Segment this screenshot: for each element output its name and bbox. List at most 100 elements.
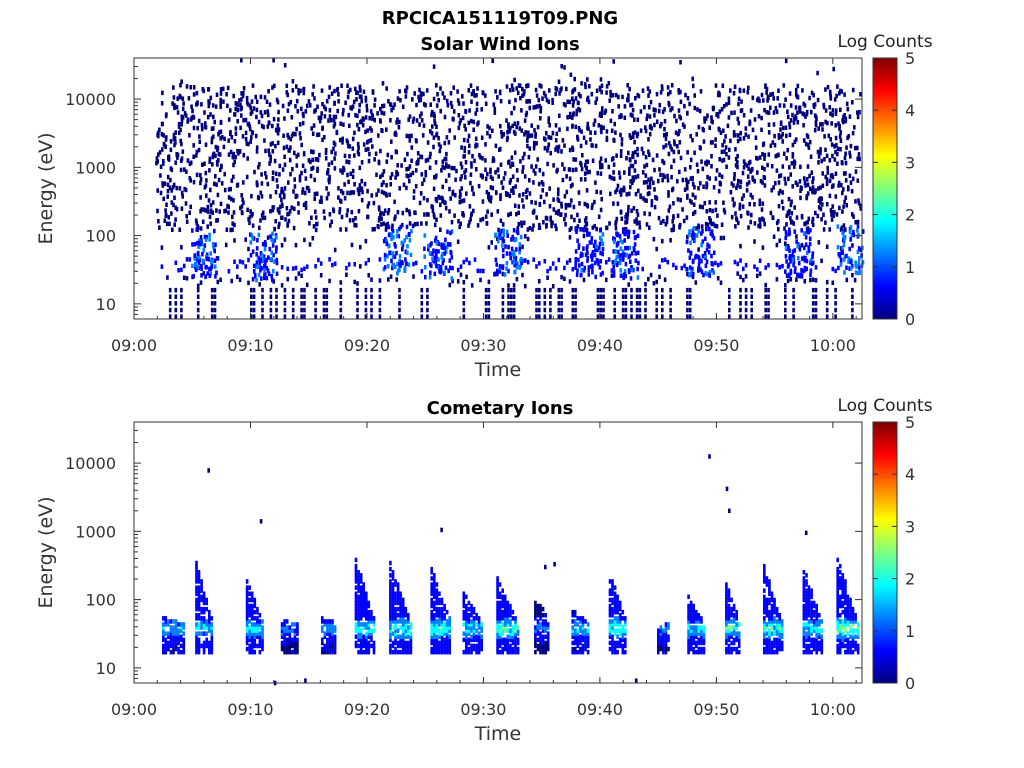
heatmap-cell — [351, 168, 355, 174]
heatmap-cell — [443, 625, 446, 630]
heatmap-cell — [365, 637, 368, 643]
heatmap-cell — [826, 170, 830, 175]
heatmap-cell — [378, 314, 382, 319]
heatmap-cell — [526, 138, 529, 143]
heatmap-cell — [261, 643, 264, 649]
heatmap-cell — [182, 101, 185, 106]
heatmap-cell — [272, 58, 275, 63]
heatmap-cell — [728, 314, 731, 319]
heatmap-cell — [549, 135, 553, 141]
heatmap-cell — [410, 133, 413, 139]
heatmap-cell — [430, 241, 433, 246]
heatmap-cell — [216, 192, 220, 198]
heatmap-cell — [789, 118, 793, 123]
heatmap-cell — [679, 115, 683, 121]
heatmap-cell — [788, 121, 791, 126]
heatmap-cell — [836, 245, 840, 250]
heatmap-cell — [667, 151, 671, 157]
colorbar-tick-label: 3 — [905, 153, 915, 172]
heatmap-cell — [533, 128, 536, 133]
heatmap-cell — [179, 643, 183, 649]
heatmap-cell — [402, 182, 406, 188]
heatmap-cell — [293, 637, 297, 643]
heatmap-cell — [621, 294, 625, 299]
heatmap-cell — [806, 229, 809, 235]
heatmap-cell — [390, 258, 393, 264]
heatmap-cell — [601, 106, 604, 111]
heatmap-cell — [758, 217, 761, 222]
heatmap-cell — [558, 127, 561, 132]
heatmap-cell — [364, 294, 368, 299]
heatmap-cell — [288, 634, 292, 639]
heatmap-cell — [200, 625, 203, 630]
heatmap-cell — [192, 143, 195, 148]
heatmap-cell — [438, 195, 442, 201]
heatmap-cell — [280, 640, 284, 646]
heatmap-cell — [250, 307, 253, 313]
heatmap-cell — [433, 622, 436, 627]
heatmap-cell — [168, 314, 172, 319]
heatmap-cell — [488, 125, 491, 131]
heatmap-cell — [566, 126, 569, 132]
heatmap-cell — [288, 148, 291, 153]
heatmap-cell — [162, 161, 165, 166]
heatmap-cell — [757, 223, 760, 229]
heatmap-cell — [367, 603, 371, 609]
heatmap-cell — [462, 198, 466, 203]
heatmap-cell — [496, 209, 500, 214]
heatmap-cell — [714, 137, 717, 142]
heatmap-cell — [636, 275, 640, 280]
heatmap-cell — [427, 243, 430, 249]
heatmap-cell — [156, 208, 159, 214]
heatmap-cell — [300, 294, 303, 299]
heatmap-cell — [362, 622, 365, 627]
heatmap-cell — [314, 108, 317, 113]
heatmap-cell — [426, 307, 429, 313]
heatmap-cell — [287, 135, 290, 140]
heatmap-cell — [753, 179, 756, 184]
heatmap-cell — [462, 594, 466, 600]
heatmap-cell — [602, 125, 605, 130]
heatmap-cell — [250, 613, 254, 618]
heatmap-cell — [795, 94, 799, 99]
heatmap-cell — [804, 183, 807, 188]
heatmap-cell — [479, 268, 482, 274]
heatmap-cell — [730, 110, 733, 116]
heatmap-cell — [501, 265, 505, 270]
heatmap-cell — [250, 622, 254, 627]
heatmap-cell — [210, 294, 214, 299]
heatmap-cell — [800, 228, 803, 233]
heatmap-cell — [635, 287, 639, 293]
heatmap-cell — [851, 272, 854, 278]
heatmap-cell — [260, 123, 264, 129]
heatmap-cell — [257, 264, 261, 270]
heatmap-cell — [725, 102, 728, 107]
heatmap-cell — [579, 253, 583, 259]
heatmap-cell — [370, 619, 373, 624]
heatmap-cell — [470, 643, 473, 649]
heatmap-cell — [288, 625, 292, 630]
heatmap-cell — [807, 248, 811, 254]
heatmap-cell — [693, 209, 697, 215]
heatmap-cell — [798, 179, 802, 184]
heatmap-cell — [445, 646, 449, 652]
heatmap-cell — [839, 262, 843, 267]
heatmap-cell — [339, 307, 343, 313]
heatmap-cell — [825, 287, 829, 293]
heatmap-cell — [196, 283, 200, 289]
heatmap-cell — [430, 609, 433, 615]
heatmap-cell — [758, 271, 762, 276]
heatmap-cell — [370, 628, 373, 633]
heatmap-cell — [738, 202, 742, 208]
heatmap-cell — [265, 175, 268, 180]
heatmap-cell — [396, 117, 399, 122]
heatmap-cell — [494, 143, 498, 149]
heatmap-cell — [359, 606, 363, 612]
heatmap-cell — [809, 272, 812, 278]
heatmap-cell — [676, 213, 680, 218]
heatmap-cell — [631, 134, 635, 140]
heatmap-cell — [311, 165, 315, 171]
heatmap-cell — [280, 634, 284, 639]
heatmap-cell — [620, 142, 624, 147]
